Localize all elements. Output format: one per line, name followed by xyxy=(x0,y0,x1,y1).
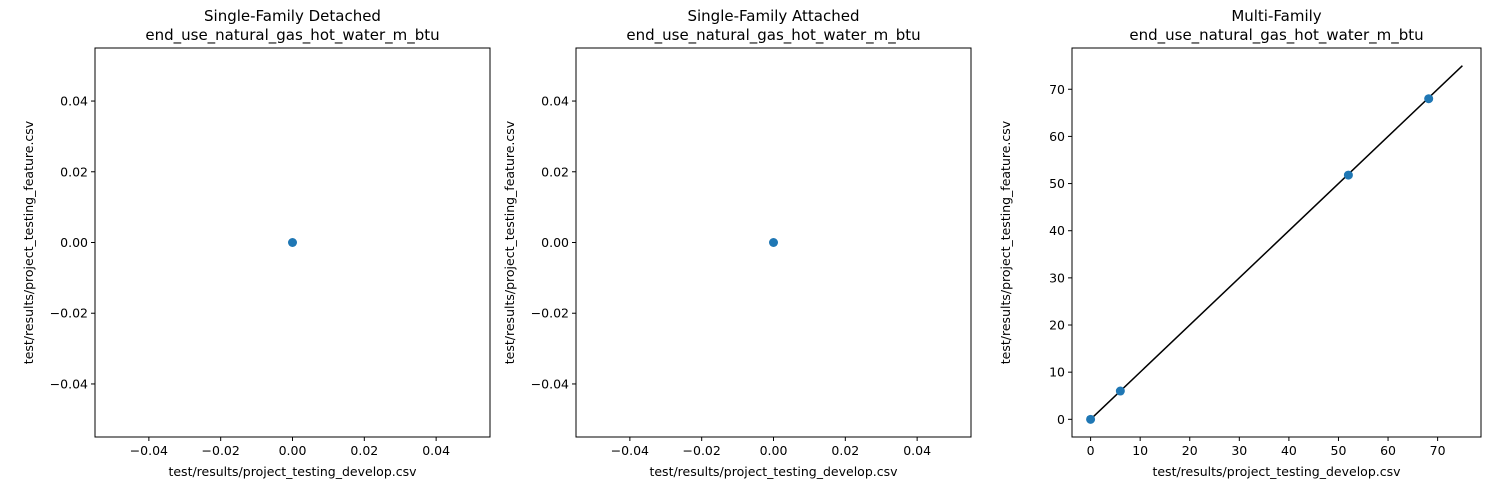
x-tick-label: 40 xyxy=(1281,443,1297,458)
y-axis-label: test/results/project_testing_feature.csv xyxy=(998,120,1013,364)
y-tick-label: 0.00 xyxy=(541,235,569,250)
chart-title-line-2: end_use_natural_gas_hot_water_m_btu xyxy=(145,26,439,45)
data-point xyxy=(1115,386,1125,396)
x-tick-label: 30 xyxy=(1231,443,1247,458)
y-axis-label: test/results/project_testing_feature.csv xyxy=(502,120,517,364)
x-tick-label: −0.04 xyxy=(130,443,168,458)
y-tick-label: 10 xyxy=(1049,365,1065,380)
data-point xyxy=(288,238,297,247)
y-tick-label: −0.04 xyxy=(531,376,569,391)
reference-line xyxy=(1090,65,1463,420)
x-tick-label: 0.04 xyxy=(903,443,931,458)
chart-title-line-1: Single-Family Attached xyxy=(687,7,859,25)
x-tick-label: 0 xyxy=(1087,443,1095,458)
x-tick-label: 50 xyxy=(1331,443,1347,458)
x-tick-label: 0.00 xyxy=(279,443,307,458)
axes-frame xyxy=(1071,47,1482,438)
y-tick-label: 20 xyxy=(1049,318,1065,333)
x-axis-label: test/results/project_testing_develop.csv xyxy=(1152,464,1401,479)
chart-title-line-2: end_use_natural_gas_hot_water_m_btu xyxy=(626,26,920,45)
y-tick-label: 0 xyxy=(1057,412,1065,427)
chart-title-line-1: Single-Family Detached xyxy=(204,7,381,25)
y-tick-label: 0.04 xyxy=(541,94,569,109)
y-tick-label: 0.04 xyxy=(60,94,88,109)
y-tick-label: 30 xyxy=(1049,270,1065,285)
x-tick-label: 60 xyxy=(1380,443,1396,458)
x-tick-label: 0.00 xyxy=(760,443,788,458)
y-tick-label: −0.02 xyxy=(50,306,88,321)
y-tick-label: 40 xyxy=(1049,223,1065,238)
y-tick-label: 50 xyxy=(1049,176,1065,191)
y-tick-label: 0.02 xyxy=(60,164,88,179)
y-tick-label: −0.04 xyxy=(50,376,88,391)
y-tick-label: −0.02 xyxy=(531,306,569,321)
data-point xyxy=(1424,94,1434,104)
y-tick-label: 0.00 xyxy=(60,235,88,250)
y-tick-label: 0.02 xyxy=(541,164,569,179)
chart-title-line-2: end_use_natural_gas_hot_water_m_btu xyxy=(1129,26,1423,45)
x-tick-label: 0.02 xyxy=(831,443,859,458)
x-tick-label: −0.02 xyxy=(683,443,721,458)
x-tick-label: −0.04 xyxy=(611,443,649,458)
y-tick-label: 70 xyxy=(1049,82,1065,97)
x-tick-label: 0.02 xyxy=(350,443,378,458)
x-tick-label: 0.04 xyxy=(422,443,450,458)
x-axis-label: test/results/project_testing_develop.csv xyxy=(168,464,417,479)
x-tick-label: 70 xyxy=(1430,443,1446,458)
chart-title-line-1: Multi-Family xyxy=(1231,7,1321,25)
data-point xyxy=(1343,170,1353,180)
x-tick-label: 20 xyxy=(1182,443,1198,458)
x-tick-label: 10 xyxy=(1132,443,1148,458)
x-axis-label: test/results/project_testing_develop.csv xyxy=(649,464,898,479)
subplot-2: −0.04 −0.02 0.00 0.02 0.04 −0.04 −0.02 0.00 0.02… xyxy=(502,7,972,479)
data-point xyxy=(1086,414,1096,424)
subplot-3: 0 10 20 30 40 50 60 70 0 10 20 30 40 50 60 70 Multi-Fami… xyxy=(998,7,1482,479)
y-axis-label: test/results/project_testing_feature.csv xyxy=(21,120,36,364)
subplot-1: −0.04 −0.02 0.00 0.02 0.04 −0.04 −0.02 0.00 0.02… xyxy=(21,7,491,479)
y-tick-label: 60 xyxy=(1049,129,1065,144)
data-point xyxy=(769,238,778,247)
x-tick-label: −0.02 xyxy=(202,443,240,458)
